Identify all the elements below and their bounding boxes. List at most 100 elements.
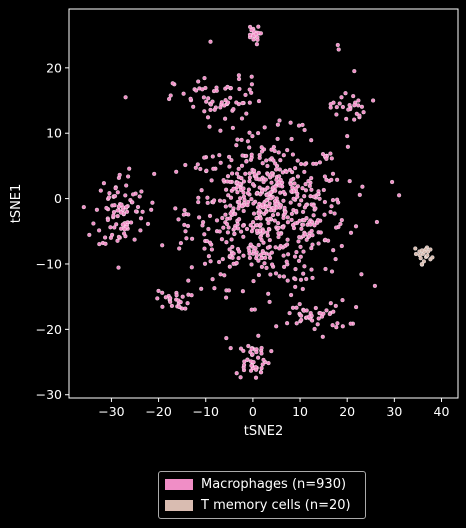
macrophage-point [137,194,142,199]
macrophage-point [322,174,327,179]
macrophage-point [328,102,333,107]
macrophage-point [214,85,219,90]
macrophage-point [311,161,316,166]
macrophage-point [359,272,364,277]
macrophage-point [297,218,302,223]
y-tick-label: 20 [46,60,62,75]
macrophage-point [346,107,351,112]
macrophage-point [234,100,239,105]
macrophage-point [285,278,290,283]
macrophage-point [278,190,283,195]
macrophage-point [120,222,125,227]
macrophage-point [176,217,181,222]
macrophage-point [309,246,314,251]
macrophage-point [264,265,269,270]
macrophage-point [228,211,233,216]
macrophage-point [245,357,250,362]
t-memory-point [413,251,419,257]
macrophage-point [124,183,129,188]
macrophage-point [223,212,228,217]
macrophage-point [245,139,250,144]
macrophage-point [149,207,154,212]
macrophage-point [250,134,255,139]
macrophage-point [322,199,327,205]
macrophage-point [116,265,121,270]
macrophage-point [294,208,299,214]
macrophage-point [239,116,245,121]
macrophage-point [244,153,249,158]
macrophage-point [302,194,307,199]
macrophage-point [277,174,282,179]
macrophage-point [299,161,304,167]
macrophage-point [317,196,322,201]
macrophage-point [231,186,236,191]
macrophage-point [301,249,306,254]
macrophage-point [294,321,299,326]
macrophage-point [353,224,359,229]
x-tick-label: −30 [98,404,124,419]
macrophage-point [218,105,223,110]
macrophage-point [275,212,280,217]
macrophage-point [285,148,290,153]
macrophage-point [253,246,258,251]
macrophage-point [261,357,266,362]
macrophage-point [196,195,201,200]
macrophage-point [317,160,322,165]
macrophage-point [278,203,283,208]
macrophage-point [247,32,253,37]
macrophage-point [183,162,188,168]
macrophage-point [220,257,225,262]
macrophage-point [371,98,376,103]
x-axis: −30 −20 −10 0 10 20 30 40 [98,398,449,419]
macrophage-point [266,220,271,226]
macrophage-point [354,305,359,310]
macrophage-point [352,103,357,108]
macrophage-point [322,212,327,217]
macrophage-point [249,74,254,79]
macrophage-point [234,143,239,148]
macrophage-point [264,209,269,214]
macrophage-point [181,212,186,217]
macrophage-point [312,223,317,228]
macrophage-point [212,286,217,291]
macrophage-point [331,248,336,253]
macrophage-point [247,255,252,260]
macrophage-point [281,189,286,195]
macrophage-point [217,229,222,234]
macrophage-point [285,215,290,220]
macrophage-point [259,145,264,150]
macrophage-point [348,230,354,235]
macrophage-point [212,198,217,203]
macrophage-point [138,228,143,233]
macrophage-point [272,148,277,154]
macrophage-point [268,255,273,260]
macrophage-point [225,84,230,89]
macrophage-point [228,203,233,208]
macrophage-point [193,165,198,170]
macrophage-point [271,158,276,163]
macrophage-point [180,294,185,299]
macrophage-point [300,222,306,227]
macrophage-point [240,153,245,158]
macrophage-point [277,167,282,172]
macrophage-point [243,92,248,97]
macrophage-point [277,118,282,123]
macrophage-point [198,166,203,172]
macrophage-point [324,308,329,313]
macrophage-point [138,216,144,221]
macrophage-point [304,308,309,313]
macrophage-point [258,235,263,240]
macrophage-point [257,155,262,160]
macrophage-point [140,209,145,214]
macrophage-point [244,111,249,116]
macrophage-point [260,161,265,166]
macrophage-point [247,171,252,176]
macrophage-point [156,288,161,293]
macrophage-point [290,170,295,175]
macrophage-point [259,149,265,154]
macrophage-point [334,105,339,110]
macrophage-point [267,238,272,243]
macrophage-point [218,128,223,133]
macrophage-point [397,193,402,198]
points-layer [81,24,435,380]
